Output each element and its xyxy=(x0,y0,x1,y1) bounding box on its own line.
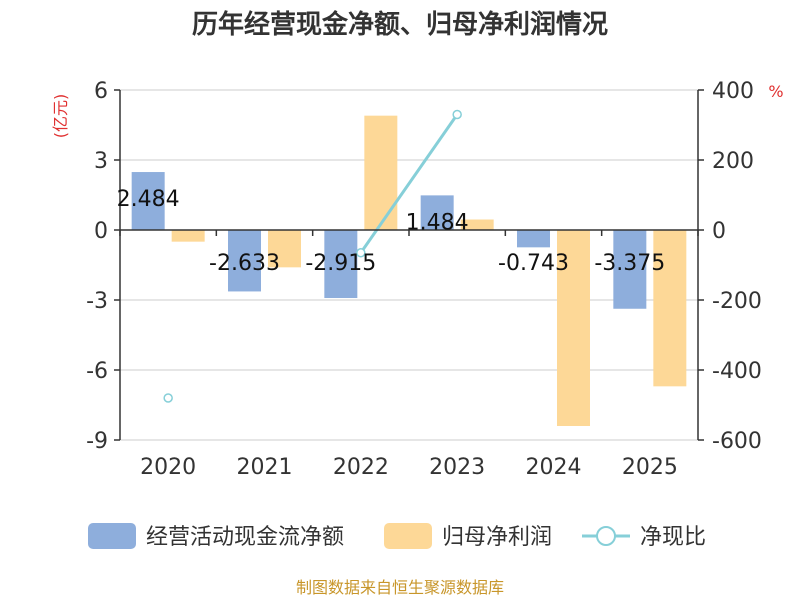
legend-swatch xyxy=(88,523,136,549)
bar xyxy=(268,230,301,268)
data-label: 1.484 xyxy=(406,210,469,235)
x-tick-label: 2020 xyxy=(140,455,196,480)
left-axis-unit: (亿元) xyxy=(51,94,70,139)
chart-title: 历年经营现金净额、归母净利润情况 xyxy=(192,9,608,40)
right-tick-label: -600 xyxy=(712,429,762,454)
x-tick-label: 2025 xyxy=(622,455,678,480)
axes: 6 3 0 -3 -6 -9 400 200 0 -200 -400 -600 2020 2021 2022… xyxy=(86,79,762,480)
data-label: -2.633 xyxy=(209,251,280,276)
bar xyxy=(131,172,165,230)
bar xyxy=(228,230,261,292)
legend-swatch xyxy=(384,523,432,549)
bar xyxy=(324,230,358,299)
left-tick-label: 3 xyxy=(94,149,108,174)
legend: 经营活动现金流净额 归母净利润 净现比 xyxy=(88,523,706,550)
x-tick-label: 2021 xyxy=(237,455,293,480)
bar xyxy=(653,230,687,387)
right-tick-label: 400 xyxy=(712,79,754,104)
legend-label: 经营活动现金流净额 xyxy=(146,525,344,550)
data-label: 2.484 xyxy=(117,187,180,212)
legend-marker xyxy=(596,526,616,546)
right-tick-label: -200 xyxy=(712,289,762,314)
right-tick-label: -400 xyxy=(712,359,762,384)
bar xyxy=(557,230,590,426)
data-labels: 2.484 -2.633 -2.915 1.484 -0.743 -3.375 xyxy=(117,187,666,276)
right-axis-unit: % xyxy=(768,82,783,101)
bar xyxy=(171,230,205,242)
legend-label: 归母净利润 xyxy=(442,525,552,550)
left-tick-label: -9 xyxy=(86,429,108,454)
bar xyxy=(364,115,398,230)
line-point xyxy=(163,393,173,403)
x-tick-label: 2022 xyxy=(333,455,389,480)
line-point xyxy=(356,248,366,258)
source-note: 制图数据来自恒生聚源数据库 xyxy=(296,578,504,597)
x-tick-label: 2024 xyxy=(526,455,582,480)
right-tick-label: 200 xyxy=(712,149,754,174)
bar xyxy=(420,195,454,230)
bar-series xyxy=(131,115,687,426)
line-point xyxy=(452,109,462,120)
legend-label: 净现比 xyxy=(640,525,706,550)
left-tick-label: -3 xyxy=(86,289,108,314)
left-tick-label: 0 xyxy=(94,219,108,244)
bar xyxy=(460,219,494,230)
x-tick-label: 2023 xyxy=(429,455,485,480)
data-label: -0.743 xyxy=(498,251,569,276)
bar xyxy=(613,230,647,309)
data-label: -3.375 xyxy=(594,251,665,276)
left-tick-label: -6 xyxy=(86,359,108,384)
bar xyxy=(517,230,550,248)
left-tick-label: 6 xyxy=(94,79,108,104)
data-label: -2.915 xyxy=(305,251,376,276)
right-tick-label: 0 xyxy=(712,219,726,244)
